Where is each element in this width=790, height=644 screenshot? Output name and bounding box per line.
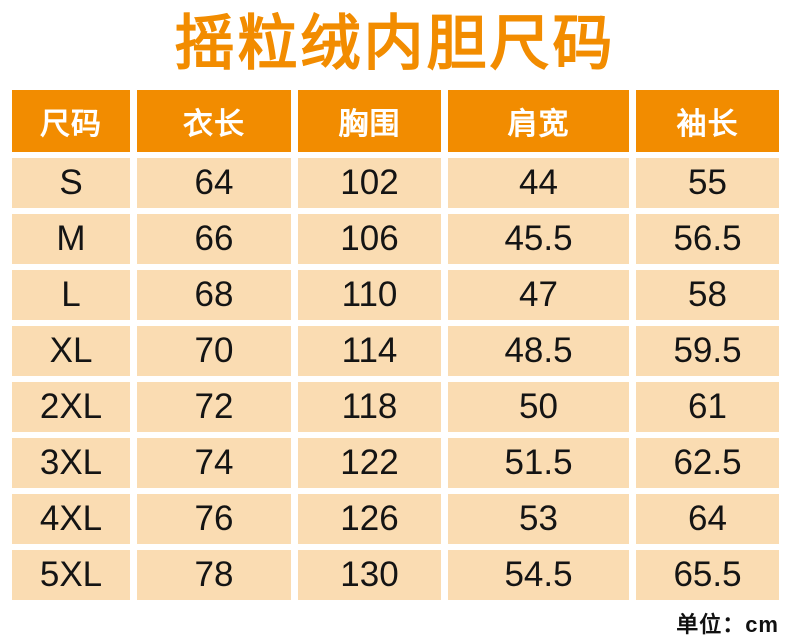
table-cell: 64	[137, 158, 291, 208]
table-cell: 68	[137, 270, 291, 320]
header-cell: 衣长	[137, 90, 291, 152]
table-cell: 122	[298, 438, 441, 488]
table-cell: 114	[298, 326, 441, 376]
table-cell: 106	[298, 214, 441, 264]
size-label-cell: XL	[12, 326, 130, 376]
table-cell: 78	[137, 550, 291, 600]
header-cell: 肩宽	[448, 90, 629, 152]
header-cell: 胸围	[298, 90, 441, 152]
size-label-cell: 3XL	[12, 438, 130, 488]
table-cell: 48.5	[448, 326, 629, 376]
table-cell: 58	[636, 270, 779, 320]
table-cell: 55	[636, 158, 779, 208]
table-cell: 59.5	[636, 326, 779, 376]
size-label-cell: 5XL	[12, 550, 130, 600]
table-cell: 72	[137, 382, 291, 432]
table-cell: 61	[636, 382, 779, 432]
page-title: 摇粒绒内胆尺码	[174, 10, 616, 77]
size-label-cell: L	[12, 270, 130, 320]
table-cell: 102	[298, 158, 441, 208]
table-cell: 53	[448, 494, 629, 544]
size-label-cell: M	[12, 214, 130, 264]
table-cell: 65.5	[636, 550, 779, 600]
table-cell: 45.5	[448, 214, 629, 264]
size-label-cell: 4XL	[12, 494, 130, 544]
table-cell: 54.5	[448, 550, 629, 600]
table-cell: 74	[137, 438, 291, 488]
table-cell: 110	[298, 270, 441, 320]
size-table: 尺码 衣长 胸围 肩宽 袖长 S 64 102 44 55 M 66 106 45.5 56.5 L 68 110…	[12, 90, 779, 600]
header-cell: 袖长	[636, 90, 779, 152]
table-cell: 62.5	[636, 438, 779, 488]
table-cell: 66	[137, 214, 291, 264]
table-cell: 118	[298, 382, 441, 432]
table-cell: 64	[636, 494, 779, 544]
unit-note: 单位：cm	[676, 612, 779, 637]
table-cell: 51.5	[448, 438, 629, 488]
table-cell: 44	[448, 158, 629, 208]
table-cell: 126	[298, 494, 441, 544]
table-cell: 76	[137, 494, 291, 544]
size-label-cell: S	[12, 158, 130, 208]
table-cell: 56.5	[636, 214, 779, 264]
table-cell: 50	[448, 382, 629, 432]
table-cell: 130	[298, 550, 441, 600]
table-cell: 47	[448, 270, 629, 320]
table-cell: 70	[137, 326, 291, 376]
size-label-cell: 2XL	[12, 382, 130, 432]
header-cell: 尺码	[12, 90, 130, 152]
